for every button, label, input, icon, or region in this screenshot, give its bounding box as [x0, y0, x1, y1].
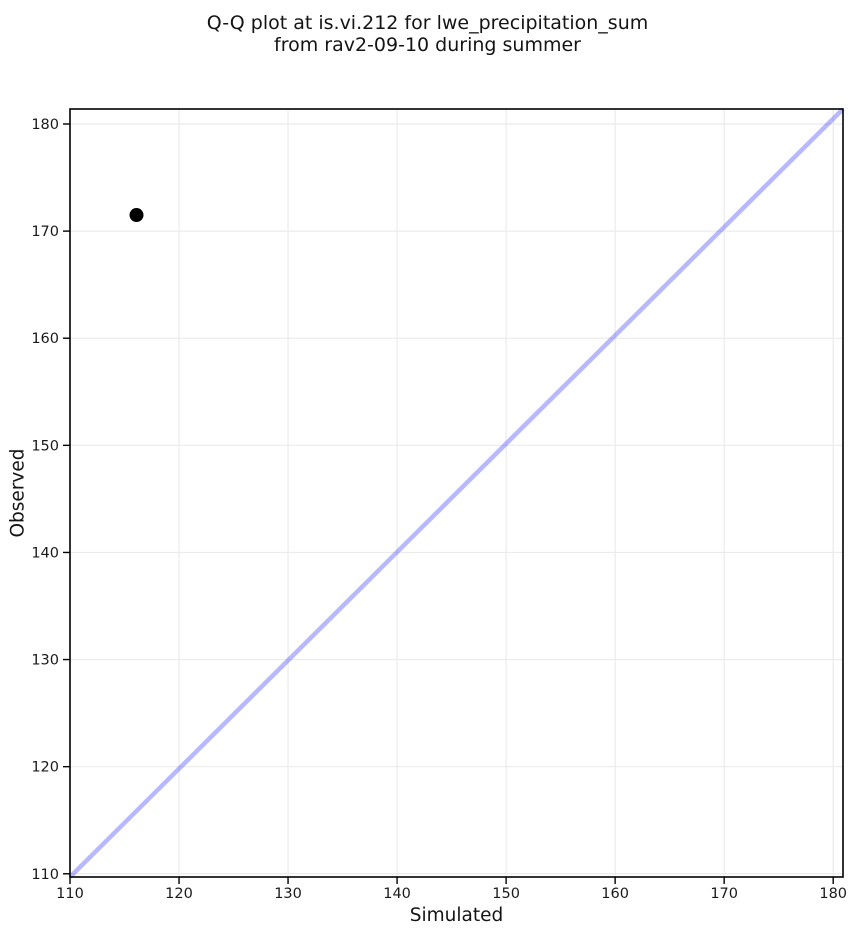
x-tick-label: 110 — [56, 886, 84, 902]
x-tick-label: 180 — [819, 886, 847, 902]
y-tick-label: 120 — [31, 760, 59, 776]
y-tick-label: 160 — [31, 331, 59, 347]
x-tick-label: 130 — [274, 886, 302, 902]
x-tick-label: 150 — [492, 886, 520, 902]
axes-spines — [69, 108, 844, 878]
x-tick-label: 170 — [710, 886, 738, 902]
y-tick-label: 150 — [31, 438, 59, 454]
data-point — [129, 208, 144, 223]
y-axis-label: Observed — [7, 448, 29, 538]
x-tick-label: 140 — [383, 886, 411, 902]
y-tick-label: 130 — [31, 653, 59, 669]
y-tick-label: 180 — [31, 117, 59, 133]
x-tick-label: 120 — [165, 886, 193, 902]
chart-title-line1: Q-Q plot at is.vi.212 for lwe_precipitat… — [206, 12, 649, 34]
chart-title: Q-Q plot at is.vi.212 for lwe_precipitat… — [0, 12, 855, 56]
x-tick-label: 160 — [601, 886, 629, 902]
y-tick-label: 140 — [31, 545, 59, 561]
y-tick-label: 170 — [31, 224, 59, 240]
y-tick-label: 110 — [31, 867, 59, 883]
x-axis-label: Simulated — [409, 905, 504, 926]
chart-title-line2: from rav2-09-10 during summer — [274, 34, 581, 56]
identity-line — [68, 107, 845, 879]
